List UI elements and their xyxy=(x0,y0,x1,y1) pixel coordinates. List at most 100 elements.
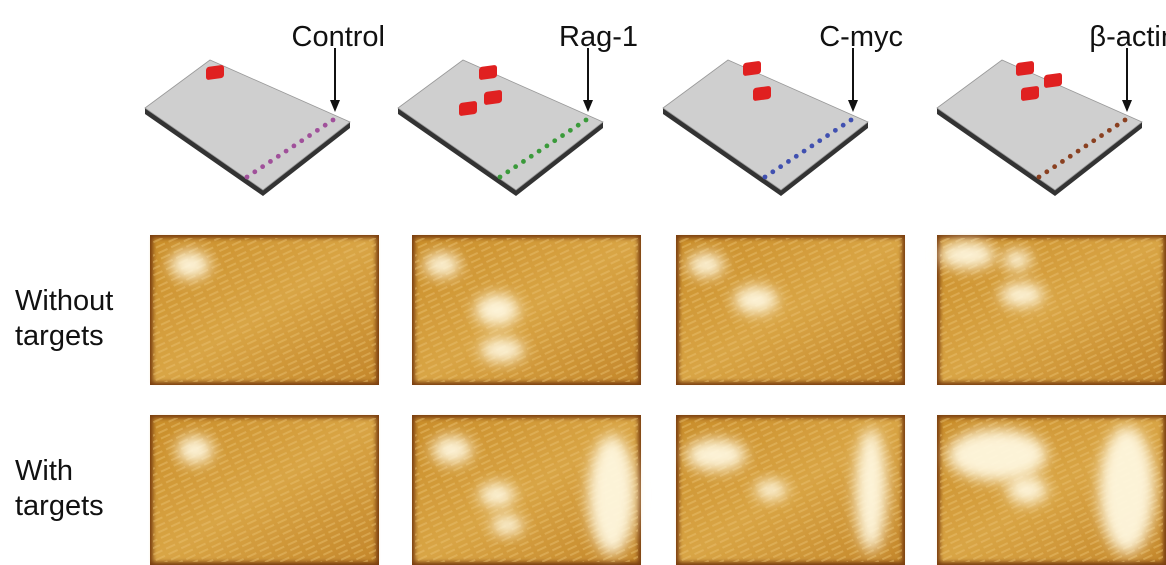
arrow-head xyxy=(583,100,593,112)
target-square xyxy=(753,86,771,102)
afm-spot xyxy=(939,241,995,269)
afm-spot xyxy=(588,435,636,555)
probe-dot xyxy=(778,164,783,169)
afm-spot xyxy=(170,251,210,279)
probe-dot xyxy=(498,175,503,180)
probe-dot xyxy=(849,118,854,123)
probe-dot xyxy=(786,159,791,164)
probe-dot xyxy=(1052,164,1057,169)
afm-image xyxy=(150,415,379,565)
afm-image xyxy=(412,415,641,565)
afm-spot xyxy=(1000,283,1044,307)
probe-dot xyxy=(299,138,304,143)
row-label: Without xyxy=(15,285,113,317)
row-label: With xyxy=(15,455,73,487)
slide-plate xyxy=(937,60,1142,190)
probe-dot xyxy=(817,138,822,143)
slide: Control xyxy=(145,21,385,196)
probe-dot xyxy=(1060,159,1065,164)
afm-spot xyxy=(855,428,887,552)
afm-spot xyxy=(947,429,1047,481)
slide-plate xyxy=(398,60,603,190)
probe-dot xyxy=(505,169,510,174)
probe-dot xyxy=(315,128,320,133)
probe-dot xyxy=(1044,169,1049,174)
afm-image xyxy=(676,415,905,565)
afm-image xyxy=(150,235,379,385)
afm-spot xyxy=(686,439,746,471)
target-square xyxy=(743,61,761,77)
probe-dot xyxy=(1091,138,1096,143)
probe-dot xyxy=(1115,123,1120,128)
probe-dot xyxy=(1084,144,1089,149)
row-label: targets xyxy=(15,490,104,522)
probe-dot xyxy=(560,133,565,138)
target-square xyxy=(484,90,502,106)
afm-spot xyxy=(1003,250,1031,270)
arrow-head xyxy=(1122,100,1132,112)
column-label: β-actin xyxy=(1089,21,1166,53)
slide-plate xyxy=(663,60,868,190)
afm-spot xyxy=(177,436,213,464)
afm-spot xyxy=(1099,426,1155,554)
afm-spot xyxy=(424,253,460,277)
afm-spot xyxy=(432,436,472,464)
afm-spot xyxy=(688,253,724,277)
target-square xyxy=(479,65,497,81)
probe-dot xyxy=(1107,128,1112,133)
probe-dot xyxy=(521,159,526,164)
probe-dot xyxy=(245,175,250,180)
figure: Without targets With targets ControlRag-… xyxy=(0,0,1166,565)
probe-dot xyxy=(292,144,297,149)
slide: Rag-1 xyxy=(398,21,638,196)
afm-image xyxy=(412,235,641,385)
arrow-head xyxy=(848,100,858,112)
slide: β-actin xyxy=(937,21,1166,196)
probe-dot xyxy=(770,169,775,174)
probe-dot xyxy=(1076,149,1081,154)
page: Without targets With targets ControlRag-… xyxy=(0,0,1166,565)
afm-spot xyxy=(755,480,787,500)
probe-dot xyxy=(810,144,815,149)
probe-dot xyxy=(1037,175,1042,180)
probe-dot xyxy=(323,123,328,128)
afm-image xyxy=(937,415,1166,565)
probe-dot xyxy=(833,128,838,133)
afm-spot xyxy=(734,286,778,314)
probe-dot xyxy=(276,154,281,159)
row-label: targets xyxy=(15,320,104,352)
probe-dot xyxy=(841,123,846,128)
probe-dot xyxy=(513,164,518,169)
probe-dot xyxy=(584,118,589,123)
slide-plate xyxy=(145,60,350,190)
afm-spot xyxy=(1007,476,1047,504)
probe-dot xyxy=(568,128,573,133)
afm-image xyxy=(937,235,1166,385)
probe-dot xyxy=(529,154,534,159)
arrow-head xyxy=(330,100,340,112)
probe-dot xyxy=(307,133,312,138)
probe-dot xyxy=(545,144,550,149)
probe-dot xyxy=(802,149,807,154)
probe-dot xyxy=(537,149,542,154)
probe-dot xyxy=(1099,133,1104,138)
probe-dot xyxy=(331,118,336,123)
target-square xyxy=(206,65,224,81)
afm-spot xyxy=(480,338,524,362)
probe-dot xyxy=(1068,154,1073,159)
afm-spot xyxy=(491,515,523,535)
target-square xyxy=(459,101,477,117)
afm-spot xyxy=(479,483,515,507)
probe-dot xyxy=(252,169,257,174)
probe-dot xyxy=(268,159,273,164)
probe-dot xyxy=(552,138,557,143)
probe-dot xyxy=(794,154,799,159)
target-square xyxy=(1021,86,1039,102)
probe-dot xyxy=(260,164,265,169)
probe-dot xyxy=(1123,118,1128,123)
afm-spot xyxy=(475,294,519,326)
afm-image xyxy=(676,235,905,385)
probe-dot xyxy=(576,123,581,128)
probe-dot xyxy=(284,149,289,154)
probe-dot xyxy=(825,133,830,138)
